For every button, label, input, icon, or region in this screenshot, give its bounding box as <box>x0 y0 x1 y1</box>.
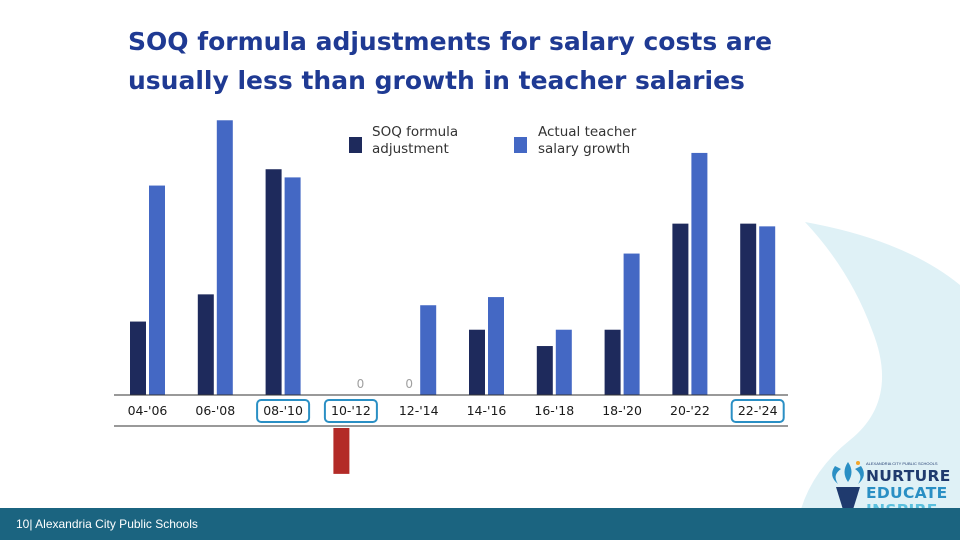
bar-salary-7 <box>623 253 640 395</box>
footer-organization: | Alexandria City Public Schools <box>29 517 198 531</box>
legend-label: adjustment <box>372 141 449 157</box>
legend-label: SOQ formula <box>372 124 458 140</box>
x-tick-label: 10-'12 <box>331 403 371 418</box>
bar-soq-5 <box>469 329 485 395</box>
x-tick-label: 22-'24 <box>738 403 778 418</box>
footer-text: 10| Alexandria City Public Schools <box>16 517 198 531</box>
x-tick-label: 06-'08 <box>195 403 235 418</box>
bar-salary-2 <box>284 177 301 395</box>
bar-salary-0 <box>149 185 165 395</box>
x-tick-label: 18-'20 <box>602 403 642 418</box>
highlight-box <box>730 399 785 423</box>
bar-soq-1 <box>197 294 214 395</box>
labels-layer: 04-'06 06-'08 08-'10 0 10-'12 0 12-'14 14-'16 16… <box>128 377 785 423</box>
district-logo: ALEXANDRIA CITY PUBLIC SCHOOLS NURTURE E… <box>828 456 950 526</box>
bar-soq-3 <box>333 428 350 474</box>
bar-salary-6 <box>555 329 572 395</box>
x-tick-label: 04-'06 <box>128 403 168 418</box>
bar-salary-9 <box>759 226 776 395</box>
zero-value-label: 0 <box>405 377 413 391</box>
torch-icon <box>832 461 864 525</box>
logo-small-text: ALEXANDRIA CITY PUBLIC SCHOOLS <box>866 461 938 466</box>
bar-salary-4 <box>420 305 437 395</box>
slide-title: SOQ formula adjustments for salary costs… <box>128 27 773 95</box>
bar-soq-9 <box>740 223 757 395</box>
bar-soq-0 <box>130 321 146 395</box>
bar-soq-7 <box>604 329 621 395</box>
highlight-box <box>256 399 311 423</box>
logo-word-nurture: NURTURE <box>866 467 951 485</box>
bar-salary-8 <box>691 152 708 395</box>
legend-swatch <box>349 137 362 153</box>
x-tick-label: 16-'18 <box>534 403 574 418</box>
x-tick-label: 20-'22 <box>670 403 710 418</box>
bar-salary-5 <box>488 297 504 395</box>
bar-soq-6 <box>536 346 553 395</box>
legend-label: salary growth <box>538 141 630 157</box>
logo-word-educate: EDUCATE <box>866 484 948 502</box>
bars-layer <box>130 120 776 474</box>
x-tick-label: 12-'14 <box>399 403 439 418</box>
bar-salary-1 <box>216 120 233 395</box>
bar-soq-2 <box>265 169 282 395</box>
bar-soq-8 <box>672 223 689 395</box>
legend-swatch <box>514 137 527 153</box>
legend-label: Actual teacher <box>538 124 637 140</box>
zero-value-label: 0 <box>357 377 365 391</box>
highlight-box <box>323 399 378 423</box>
page-number: 10 <box>16 517 30 531</box>
x-tick-label: 14-'16 <box>467 403 507 418</box>
decorative-wave <box>795 222 960 540</box>
x-tick-label: 08-'10 <box>263 403 303 418</box>
footer-bar: 10| Alexandria City Public Schools <box>0 508 960 540</box>
